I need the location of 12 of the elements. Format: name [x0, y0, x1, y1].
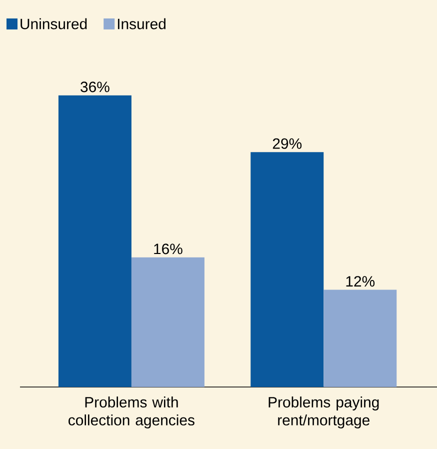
bar	[131, 257, 204, 387]
bar	[250, 152, 324, 387]
data-label: 29%	[272, 138, 302, 149]
x-tick-label: Problems paying rent/mortgage	[268, 396, 379, 428]
data-label: 16%	[154, 244, 182, 254]
bar	[58, 95, 132, 387]
bar	[324, 290, 397, 387]
data-label: 12%	[346, 276, 375, 287]
data-label: 36%	[80, 82, 110, 92]
x-tick-label: Problems with collection agencies	[68, 396, 194, 428]
legend-label: Insured	[118, 18, 166, 30]
legend-label: Uninsured	[20, 18, 87, 30]
